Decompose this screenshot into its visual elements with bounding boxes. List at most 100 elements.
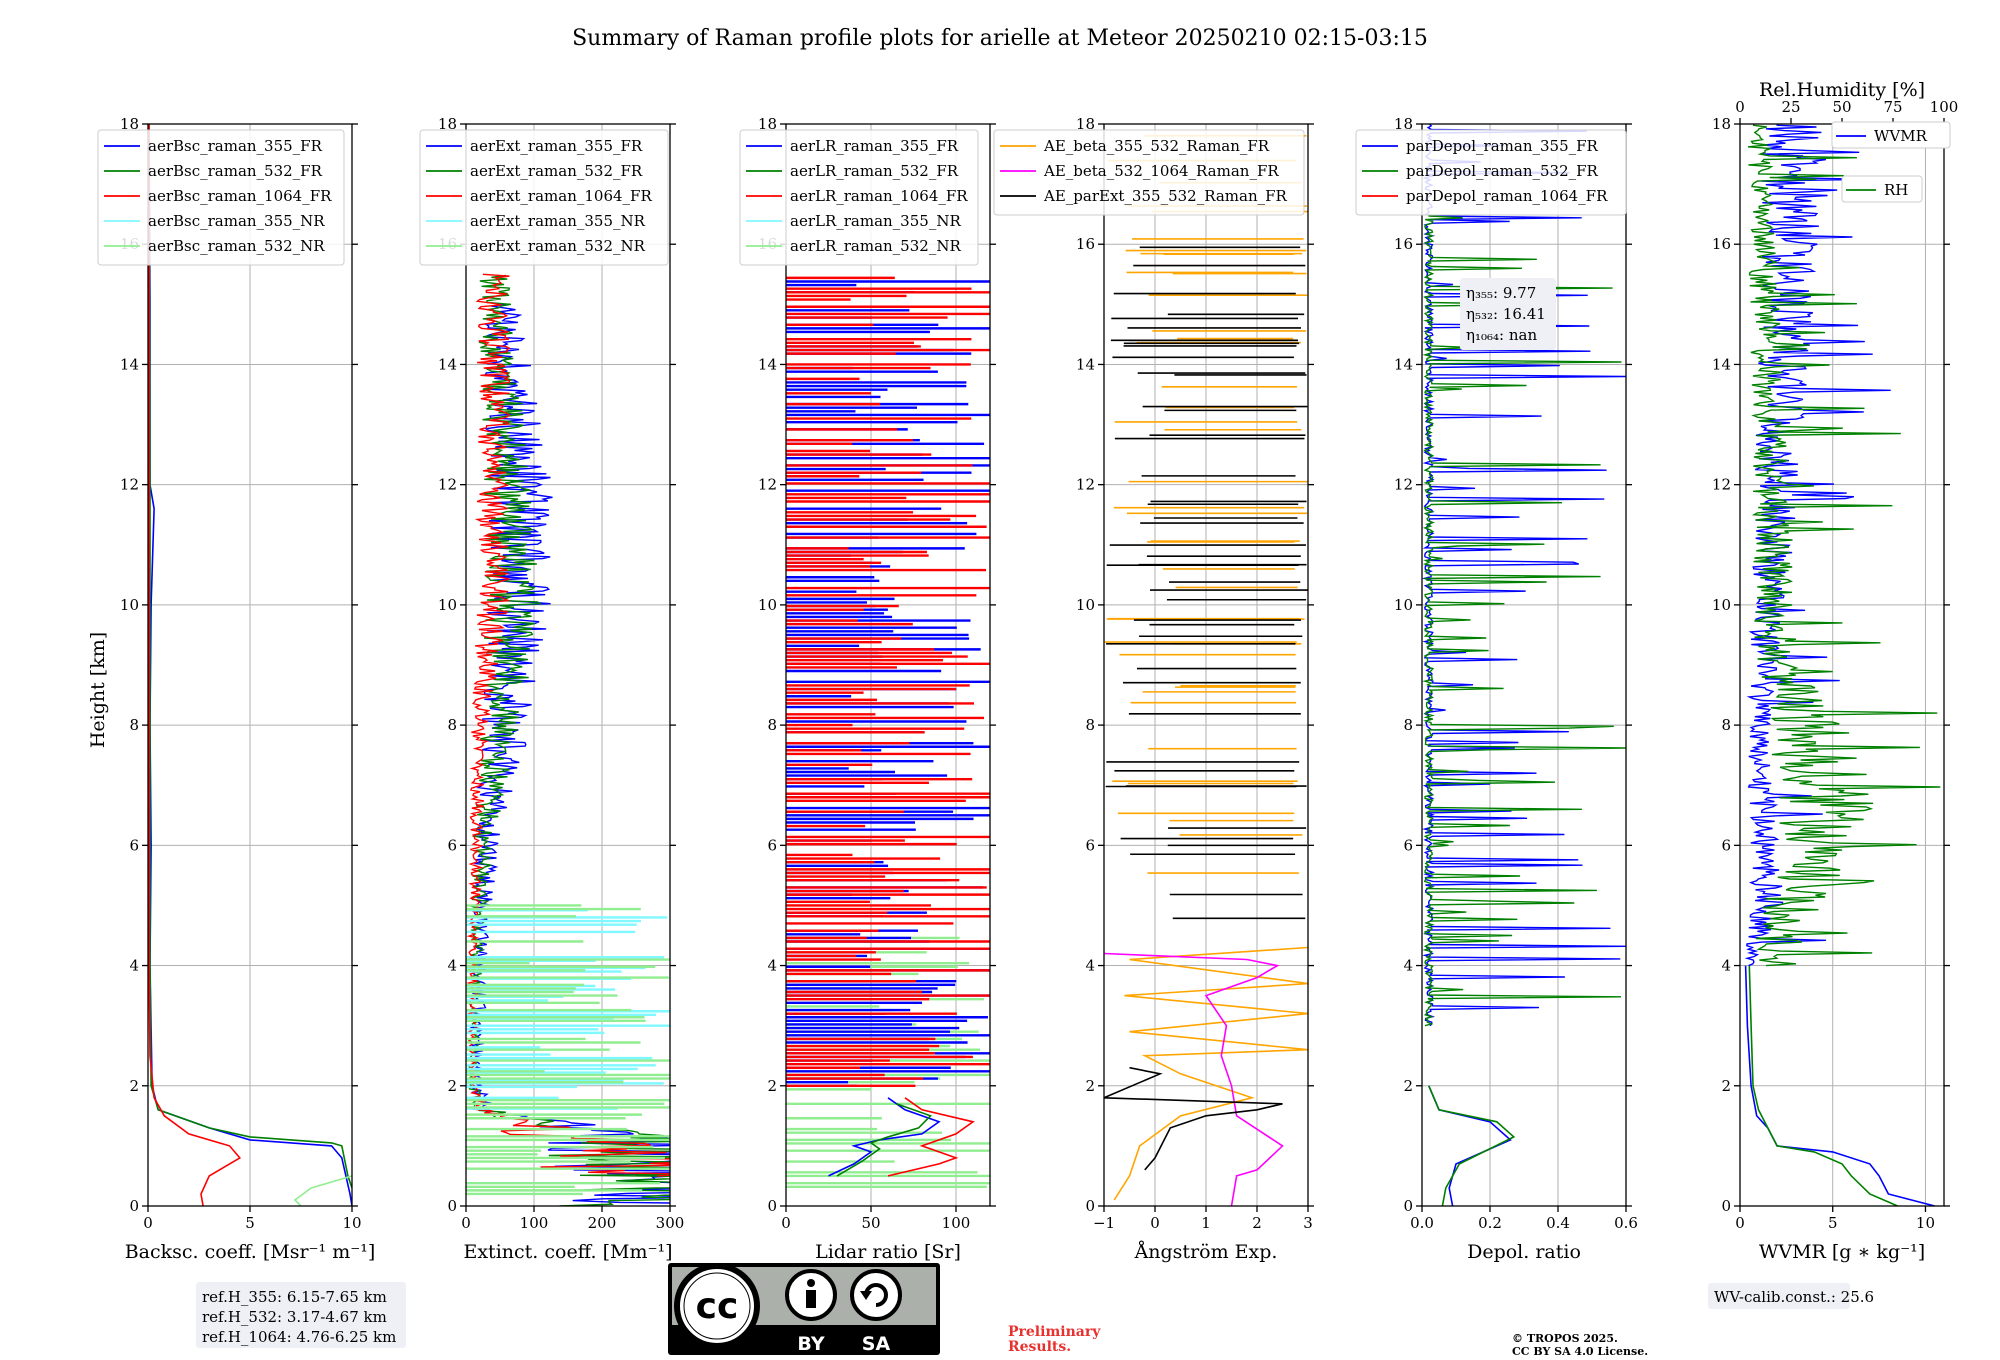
y-tick-label: 8 xyxy=(129,716,139,734)
y-tick-label: 18 xyxy=(1076,115,1095,133)
axes-frame xyxy=(1739,123,1945,1207)
y-tick-label: 10 xyxy=(1394,596,1413,614)
x-tick-label: 50 xyxy=(861,1214,880,1232)
legend-label: aerExt_raman_1064_FR xyxy=(470,187,652,205)
y-tick-label: 0 xyxy=(447,1197,457,1215)
x-tick-label: 0 xyxy=(1735,1214,1745,1232)
y-tick-label: 18 xyxy=(1712,115,1731,133)
y-tick-label: 4 xyxy=(1403,957,1413,975)
y-tick-label: 14 xyxy=(1712,355,1731,373)
legend-label: aerLR_raman_1064_FR xyxy=(790,187,968,205)
series-line xyxy=(1744,124,1891,967)
y-tick-label: 18 xyxy=(438,115,457,133)
y-tick-label: 16 xyxy=(1394,235,1413,253)
x-axis-label: Extinct. coeff. [Mm⁻¹] xyxy=(463,1241,672,1263)
x-tick-label: 0.4 xyxy=(1546,1214,1570,1232)
legend-label: aerExt_raman_355_NR xyxy=(470,212,646,230)
legend-box xyxy=(1841,175,1923,203)
legend-box xyxy=(419,129,669,266)
cc-logo-text: cc xyxy=(696,1286,739,1327)
y-tick-label: 8 xyxy=(1721,716,1731,734)
top-x-tick-label: 100 xyxy=(1930,98,1959,116)
y-tick-label: 14 xyxy=(1076,355,1095,373)
y-tick-label: 10 xyxy=(438,596,457,614)
x-tick-label: 3 xyxy=(1303,1214,1313,1232)
y-tick-label: 2 xyxy=(1721,1077,1731,1095)
eta-value: η₃₅₅: 9.77 xyxy=(1466,284,1536,302)
top-x-axis-label: Rel.Humidity [%] xyxy=(1759,79,1925,101)
legend-label: aerBsc_raman_532_FR xyxy=(148,162,323,180)
panel-1: 0246810121416180510Backsc. coeff. [Msr⁻¹… xyxy=(97,115,376,1263)
eta-value: η₅₃₂: 16.41 xyxy=(1466,305,1546,323)
y-tick-label: 6 xyxy=(1085,836,1095,854)
y-tick-label: 6 xyxy=(1721,836,1731,854)
x-tick-label: 200 xyxy=(588,1214,617,1232)
legend: parDepol_raman_355_FR parDepol_raman_532_… xyxy=(1355,129,1627,216)
legend-label: AE_beta_355_532_Raman_FR xyxy=(1043,137,1270,155)
series-line xyxy=(1748,965,1898,1206)
series-line xyxy=(1422,213,1626,1027)
x-tick-label: 300 xyxy=(656,1214,685,1232)
y-tick-label: 6 xyxy=(767,836,777,854)
series-line xyxy=(1104,952,1284,1206)
y-tick-label: 0 xyxy=(129,1197,139,1215)
panel-2: 0246810121416180100200300Extinct. coeff.… xyxy=(419,115,685,1263)
series-line xyxy=(293,1175,352,1206)
y-tick-label: 8 xyxy=(1085,716,1095,734)
legend-label: aerBsc_raman_355_FR xyxy=(148,137,323,155)
y-tick-label: 0 xyxy=(1403,1197,1413,1215)
legend-label: WVMR xyxy=(1874,127,1928,145)
x-tick-label: 0 xyxy=(143,1214,153,1232)
y-tick-label: 6 xyxy=(1403,836,1413,854)
legend-label: aerLR_raman_355_NR xyxy=(790,212,961,230)
legend: aerLR_raman_355_FR aerLR_raman_532_FR aerL… xyxy=(739,129,979,266)
legend: aerExt_raman_355_FR aerExt_raman_532_FRae… xyxy=(419,129,669,266)
x-tick-label: 5 xyxy=(1828,1214,1838,1232)
top-x-tick-label: 25 xyxy=(1781,98,1800,116)
legend-label: aerExt_raman_355_FR xyxy=(470,137,643,155)
y-tick-label: 10 xyxy=(120,596,139,614)
y-tick-label: 10 xyxy=(758,596,777,614)
legend-label: AE_beta_532_1064_Raman_FR xyxy=(1043,162,1279,180)
legend-label: aerBsc_raman_532_NR xyxy=(148,237,325,255)
y-tick-label: 2 xyxy=(447,1077,457,1095)
legend-label: aerLR_raman_355_FR xyxy=(790,137,959,155)
x-tick-label: 1 xyxy=(1201,1214,1211,1232)
y-tick-label: 8 xyxy=(767,716,777,734)
legend-label: parDepol_raman_355_FR xyxy=(1406,137,1599,155)
panel-5: 0 2 4 6 8 10 12 14 16 18 0.0 0.2 0.4 0.6 Depol. ratio p… xyxy=(1355,115,1638,1263)
x-tick-label: 100 xyxy=(520,1214,549,1232)
cc-by-sa-badge: cc BY SA xyxy=(668,1263,940,1355)
eta-box-bg xyxy=(1460,278,1556,350)
y-tick-label: 12 xyxy=(1712,476,1731,494)
preliminary-line-2: Results. xyxy=(1008,1339,1071,1355)
y-tick-label: 14 xyxy=(438,355,457,373)
x-axis-label: Ångström Exp. xyxy=(1134,1241,1278,1263)
y-tick-label: 0 xyxy=(767,1197,777,1215)
y-tick-label: 6 xyxy=(129,836,139,854)
x-tick-label: 0 xyxy=(781,1214,791,1232)
legend: aerBsc_raman_355_FR aerBsc_raman_532_FRae… xyxy=(97,129,345,266)
x-tick-label: 0.0 xyxy=(1410,1214,1434,1232)
legend-box xyxy=(993,129,1305,216)
x-axis-label: Backsc. coeff. [Msr⁻¹ m⁻¹] xyxy=(125,1241,376,1263)
y-tick-label: 0 xyxy=(1085,1197,1095,1215)
legend-label: parDepol_raman_532_FR xyxy=(1406,162,1599,180)
axes-frame xyxy=(1421,123,1627,1207)
data-layer xyxy=(786,276,990,1188)
legend-label: aerExt_raman_532_NR xyxy=(470,237,646,255)
x-axis-label: Lidar ratio [Sr] xyxy=(815,1241,961,1263)
y-tick-label: 18 xyxy=(120,115,139,133)
y-tick-label: 12 xyxy=(1076,476,1095,494)
legend: WVMR RH xyxy=(1831,121,1951,203)
y-tick-label: 4 xyxy=(767,957,777,975)
axes-frame xyxy=(465,123,671,1207)
ref-h-355: ref.H_355: 6.15-7.65 km xyxy=(202,1288,387,1306)
y-tick-label: 14 xyxy=(758,355,777,373)
x-tick-label: 10 xyxy=(342,1214,361,1232)
x-tick-label: 0.6 xyxy=(1614,1214,1638,1232)
preliminary-line-1: Preliminary xyxy=(1008,1324,1101,1340)
legend-label: aerLR_raman_532_FR xyxy=(790,162,959,180)
